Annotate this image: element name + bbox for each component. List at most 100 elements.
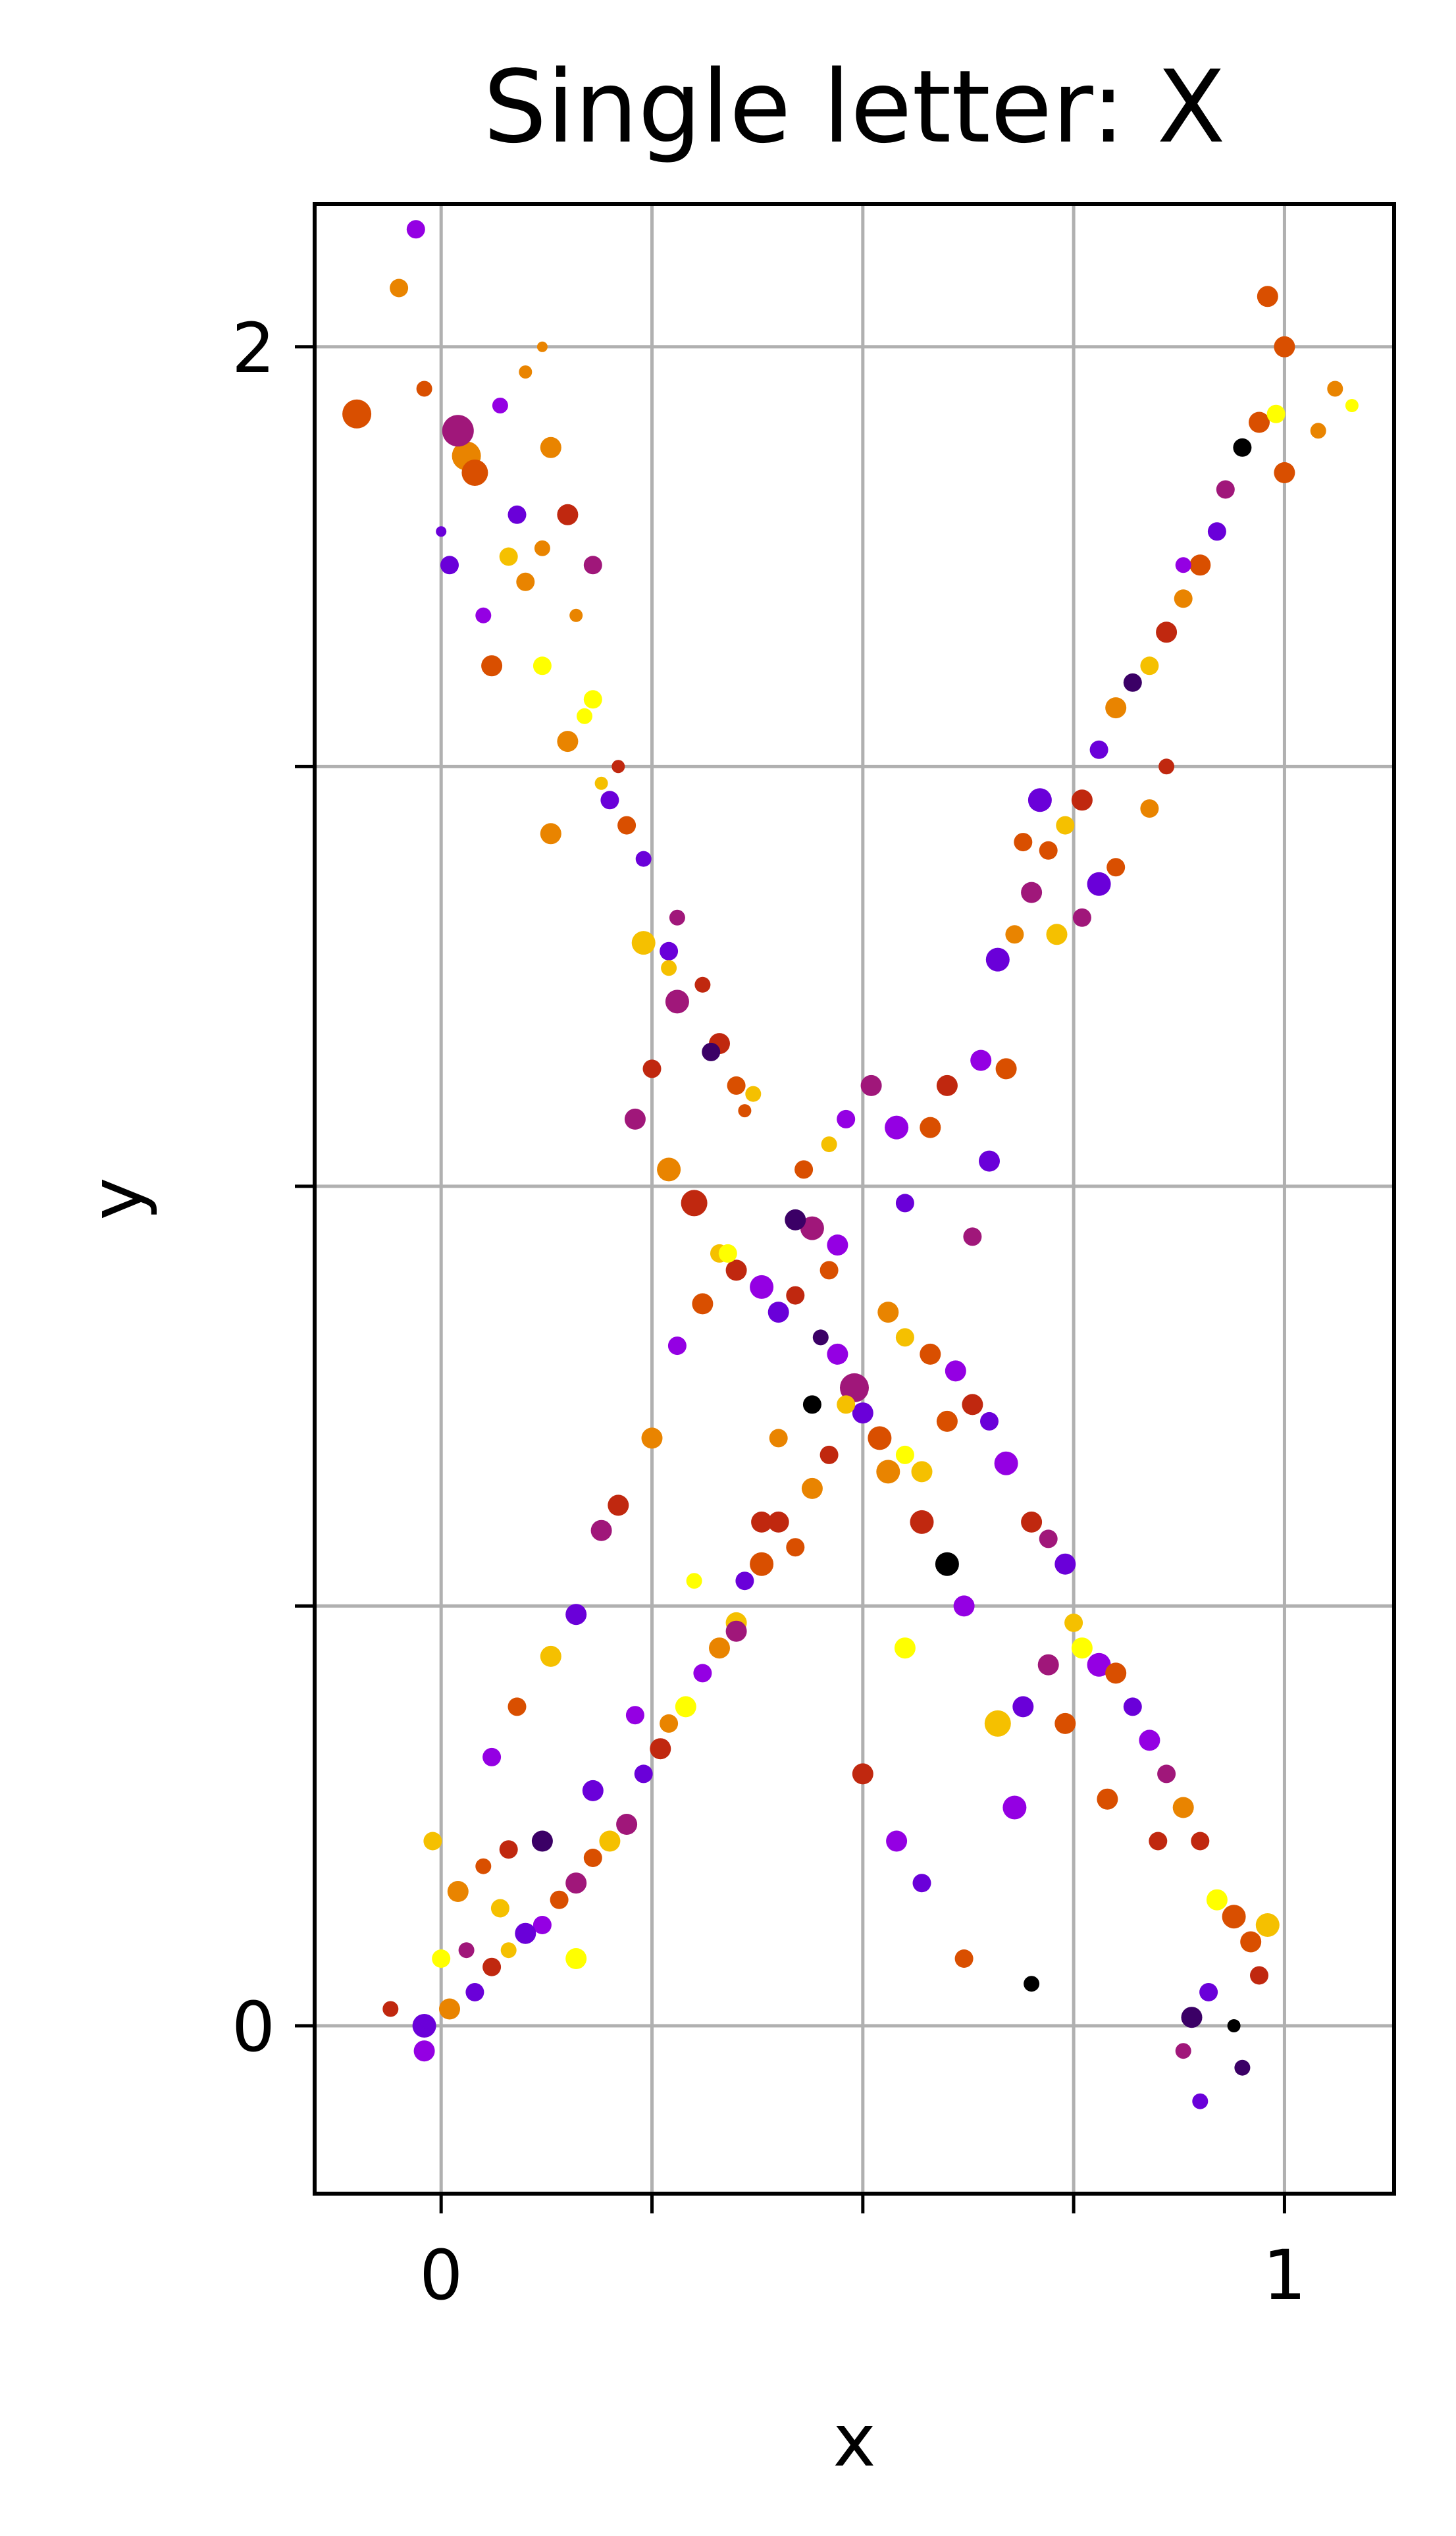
data-point-74: [515, 1922, 536, 1944]
data-point-177: [995, 1058, 1017, 1080]
data-point-72: [550, 1890, 569, 1909]
data-point-105: [980, 1412, 999, 1431]
data-point-33: [727, 1076, 746, 1095]
x-tick-label-4: 1: [1262, 2235, 1306, 2315]
data-point-89: [625, 1706, 644, 1725]
data-point-193: [565, 1604, 587, 1625]
data-point-68: [616, 1814, 638, 1835]
data-point-23: [611, 760, 625, 774]
data-point-176: [1014, 833, 1033, 852]
data-point-138: [910, 1510, 934, 1534]
data-point-91: [725, 1620, 747, 1642]
data-point-209: [583, 556, 602, 575]
data-point-107: [1021, 1511, 1043, 1533]
data-point-106: [994, 1451, 1018, 1475]
data-point-113: [1105, 1662, 1127, 1684]
data-point-62: [709, 1637, 730, 1659]
data-point-21: [594, 776, 608, 790]
data-point-139: [936, 1410, 958, 1432]
data-point-66: [650, 1738, 671, 1760]
data-point-8: [442, 415, 474, 447]
data-point-38: [624, 1108, 646, 1130]
data-point-30: [665, 990, 689, 1014]
data-point-17: [569, 608, 583, 622]
data-point-179: [963, 1227, 982, 1246]
data-point-129: [1181, 2007, 1203, 2028]
data-point-119: [1206, 1889, 1228, 1911]
data-point-135: [1002, 1795, 1027, 1820]
data-point-189: [458, 1942, 475, 1959]
data-point-185: [954, 1949, 974, 1968]
data-point-127: [1175, 2043, 1191, 2059]
data-point-18: [533, 656, 552, 675]
data-point-111: [1071, 1637, 1093, 1659]
data-point-39: [657, 1157, 681, 1182]
data-point-118: [1191, 1832, 1210, 1851]
data-point-172: [1087, 872, 1111, 896]
data-point-112: [1087, 1652, 1111, 1677]
data-point-122: [1250, 1966, 1268, 1985]
data-point-136: [984, 1710, 1011, 1737]
data-point-191: [507, 1697, 527, 1716]
data-point-149: [1071, 789, 1093, 811]
data-point-110: [1064, 1613, 1083, 1632]
data-point-182: [852, 1763, 873, 1785]
data-point-200: [794, 1160, 814, 1179]
axis-ticks: 0 1 0 2: [232, 308, 1307, 2315]
data-point-120: [1222, 1905, 1246, 1929]
data-point-37: [642, 1059, 662, 1078]
data-point-22: [600, 791, 619, 810]
data-point-24: [617, 816, 637, 835]
data-point-26: [631, 931, 656, 955]
data-point-196: [641, 1427, 663, 1449]
data-point-195: [608, 1494, 629, 1516]
data-point-90: [686, 1573, 702, 1589]
data-point-3: [416, 381, 432, 397]
x-axis-label: x: [833, 2398, 875, 2483]
data-point-133: [1037, 1654, 1059, 1676]
data-point-73: [533, 1916, 552, 1934]
data-point-155: [1174, 589, 1193, 608]
data-point-162: [1257, 286, 1278, 307]
data-point-60: [735, 1572, 754, 1591]
data-point-171: [1106, 858, 1126, 877]
data-point-53: [801, 1477, 823, 1499]
data-point-2: [406, 220, 425, 239]
data-point-174: [1046, 924, 1068, 945]
data-point-42: [725, 1259, 747, 1281]
data-point-64: [675, 1696, 696, 1718]
data-point-76: [482, 1957, 502, 1976]
data-point-75: [500, 1942, 517, 1959]
data-point-197: [667, 1336, 687, 1356]
data-point-170: [1140, 799, 1159, 818]
data-point-102: [920, 1343, 941, 1365]
data-point-163: [1274, 336, 1295, 357]
data-point-45: [786, 1286, 805, 1305]
data-point-184: [912, 1874, 931, 1893]
data-point-203: [860, 1074, 882, 1096]
data-point-7: [536, 341, 548, 352]
data-point-165: [1327, 381, 1343, 397]
data-point-180: [935, 1552, 959, 1576]
data-point-96: [819, 1261, 839, 1280]
data-point-159: [1233, 438, 1252, 457]
y-tick-label-4: 2: [232, 308, 275, 388]
data-point-44: [767, 1302, 789, 1323]
data-point-49: [852, 1402, 873, 1424]
data-point-208: [440, 556, 459, 575]
data-point-198: [692, 1293, 714, 1315]
data-point-84: [423, 1832, 442, 1851]
data-point-9: [461, 460, 488, 486]
data-point-15: [499, 547, 518, 566]
grid: [315, 204, 1394, 2194]
data-point-101: [895, 1328, 914, 1347]
data-point-164: [1274, 462, 1295, 483]
data-point-103: [945, 1360, 966, 1382]
data-point-14: [557, 504, 579, 525]
data-point-147: [1039, 841, 1058, 860]
data-point-77: [465, 1983, 484, 2001]
data-point-186: [1024, 1976, 1040, 1992]
data-point-28: [660, 941, 679, 961]
data-point-5: [492, 398, 508, 413]
